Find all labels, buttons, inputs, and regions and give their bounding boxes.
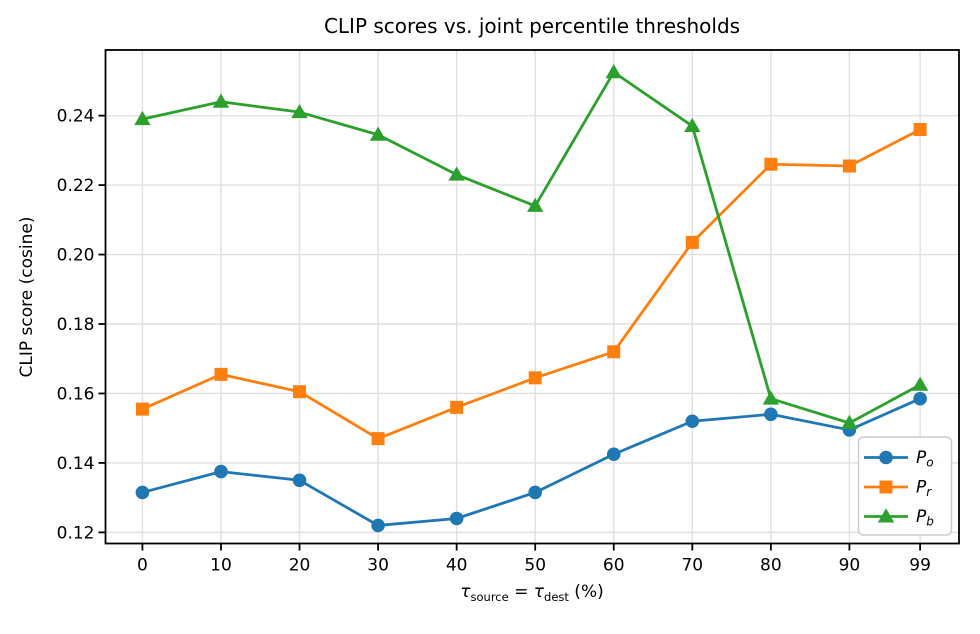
legend-label: Pr — [916, 478, 932, 500]
data-point-P_b — [762, 390, 780, 405]
tick-label-layer: 0 10 20 30 40 50 60 70 80 90 99 0.12 0.14 0.16 0.18 0.2… — [57, 107, 931, 576]
data-point-P_r — [528, 371, 542, 385]
data-point-P_r — [913, 123, 927, 137]
x-tick-label: 0 — [137, 556, 148, 576]
legend-marker-P_b — [877, 508, 895, 523]
tau-dest-symbol: τ — [534, 582, 545, 602]
x-axis-label: τsource = τdest (%) — [460, 582, 603, 604]
axes-frame — [104, 49, 960, 545]
data-point-P_b — [526, 197, 544, 212]
data-point-P_o — [528, 485, 542, 500]
series-line-P_r — [141, 128, 922, 441]
data-point-P_b — [448, 166, 465, 181]
chart-title: CLIP scores vs. joint percentile thresho… — [324, 14, 740, 38]
x-tick-label: 80 — [760, 556, 782, 576]
data-point-P_b — [291, 103, 308, 119]
data-point-P_o — [371, 518, 385, 533]
legend-item: Po — [864, 448, 934, 470]
data-point-P_o — [606, 447, 621, 462]
series-P_o — [135, 391, 927, 533]
x-tick-label: 60 — [603, 556, 625, 576]
x-tick-label: 20 — [289, 556, 311, 576]
y-tick-label: 0.16 — [57, 384, 95, 404]
data-point-P_o — [913, 391, 927, 406]
x-tick-label: 99 — [909, 556, 931, 576]
data-point-P_o — [135, 485, 150, 500]
legend-marker-P_o — [879, 450, 893, 465]
data-point-P_b — [841, 414, 858, 429]
series-P_b — [134, 64, 929, 429]
data-point-P_o — [214, 464, 228, 479]
legend-marker-P_r — [879, 480, 893, 494]
series-P_r — [135, 123, 927, 446]
data-point-P_r — [371, 432, 385, 446]
y-tick-label: 0.22 — [57, 176, 95, 196]
data-point-P_b — [911, 376, 929, 391]
y-tick-label: 0.24 — [57, 107, 95, 127]
series-layer — [134, 64, 929, 533]
data-point-P_b — [134, 110, 151, 126]
data-point-P_r — [135, 402, 149, 416]
data-point-P_b — [605, 64, 622, 79]
data-point-P_r — [450, 400, 464, 414]
data-point-P_b — [212, 93, 230, 108]
legend-label: Po — [916, 448, 934, 470]
legend-item: Pr — [864, 478, 932, 500]
data-point-P_r — [607, 345, 621, 359]
equals-sign: = — [509, 582, 534, 602]
data-point-P_o — [685, 414, 700, 429]
data-point-P_o — [449, 511, 464, 526]
legend-marker-square — [879, 480, 893, 494]
series-line-P_b — [141, 70, 922, 425]
data-point-P_r — [293, 385, 307, 399]
legend-marker-triangle — [877, 508, 895, 523]
y-tick-label: 0.12 — [57, 523, 95, 543]
percent-suffix: (%) — [569, 582, 604, 602]
tau-source-subscript: source — [471, 590, 509, 604]
series-line-P_o — [141, 397, 922, 527]
y-tick-label: 0.20 — [57, 246, 95, 266]
legend-marker-circle — [879, 450, 893, 465]
data-point-P_r — [842, 159, 856, 173]
data-point-P_o — [292, 473, 307, 488]
x-tick-label: 70 — [681, 556, 703, 576]
data-point-P_r — [764, 157, 778, 171]
x-tick-label: 50 — [524, 556, 546, 576]
data-point-P_b — [369, 126, 387, 141]
y-tick-label: 0.14 — [57, 454, 95, 474]
legend: Po Pr Pb — [857, 436, 953, 536]
grid-layer — [105, 50, 959, 544]
data-point-P_b — [684, 117, 701, 133]
data-point-P_r — [685, 235, 699, 249]
y-axis-label: CLIP score (cosine) — [17, 217, 37, 378]
tau-dest-subscript: dest — [544, 590, 569, 604]
tau-source-symbol: τ — [460, 582, 471, 602]
axes-layer — [98, 49, 960, 551]
data-point-P_o — [764, 407, 778, 422]
x-tick-label: 90 — [839, 556, 861, 576]
x-tick-label: 40 — [446, 556, 468, 576]
x-tick-label: 10 — [210, 556, 232, 576]
legend-item: Pb — [864, 507, 934, 529]
y-tick-label: 0.18 — [57, 315, 95, 335]
x-tick-label: 30 — [367, 556, 389, 576]
data-point-P_r — [214, 367, 228, 381]
legend-label: Pb — [916, 507, 934, 529]
